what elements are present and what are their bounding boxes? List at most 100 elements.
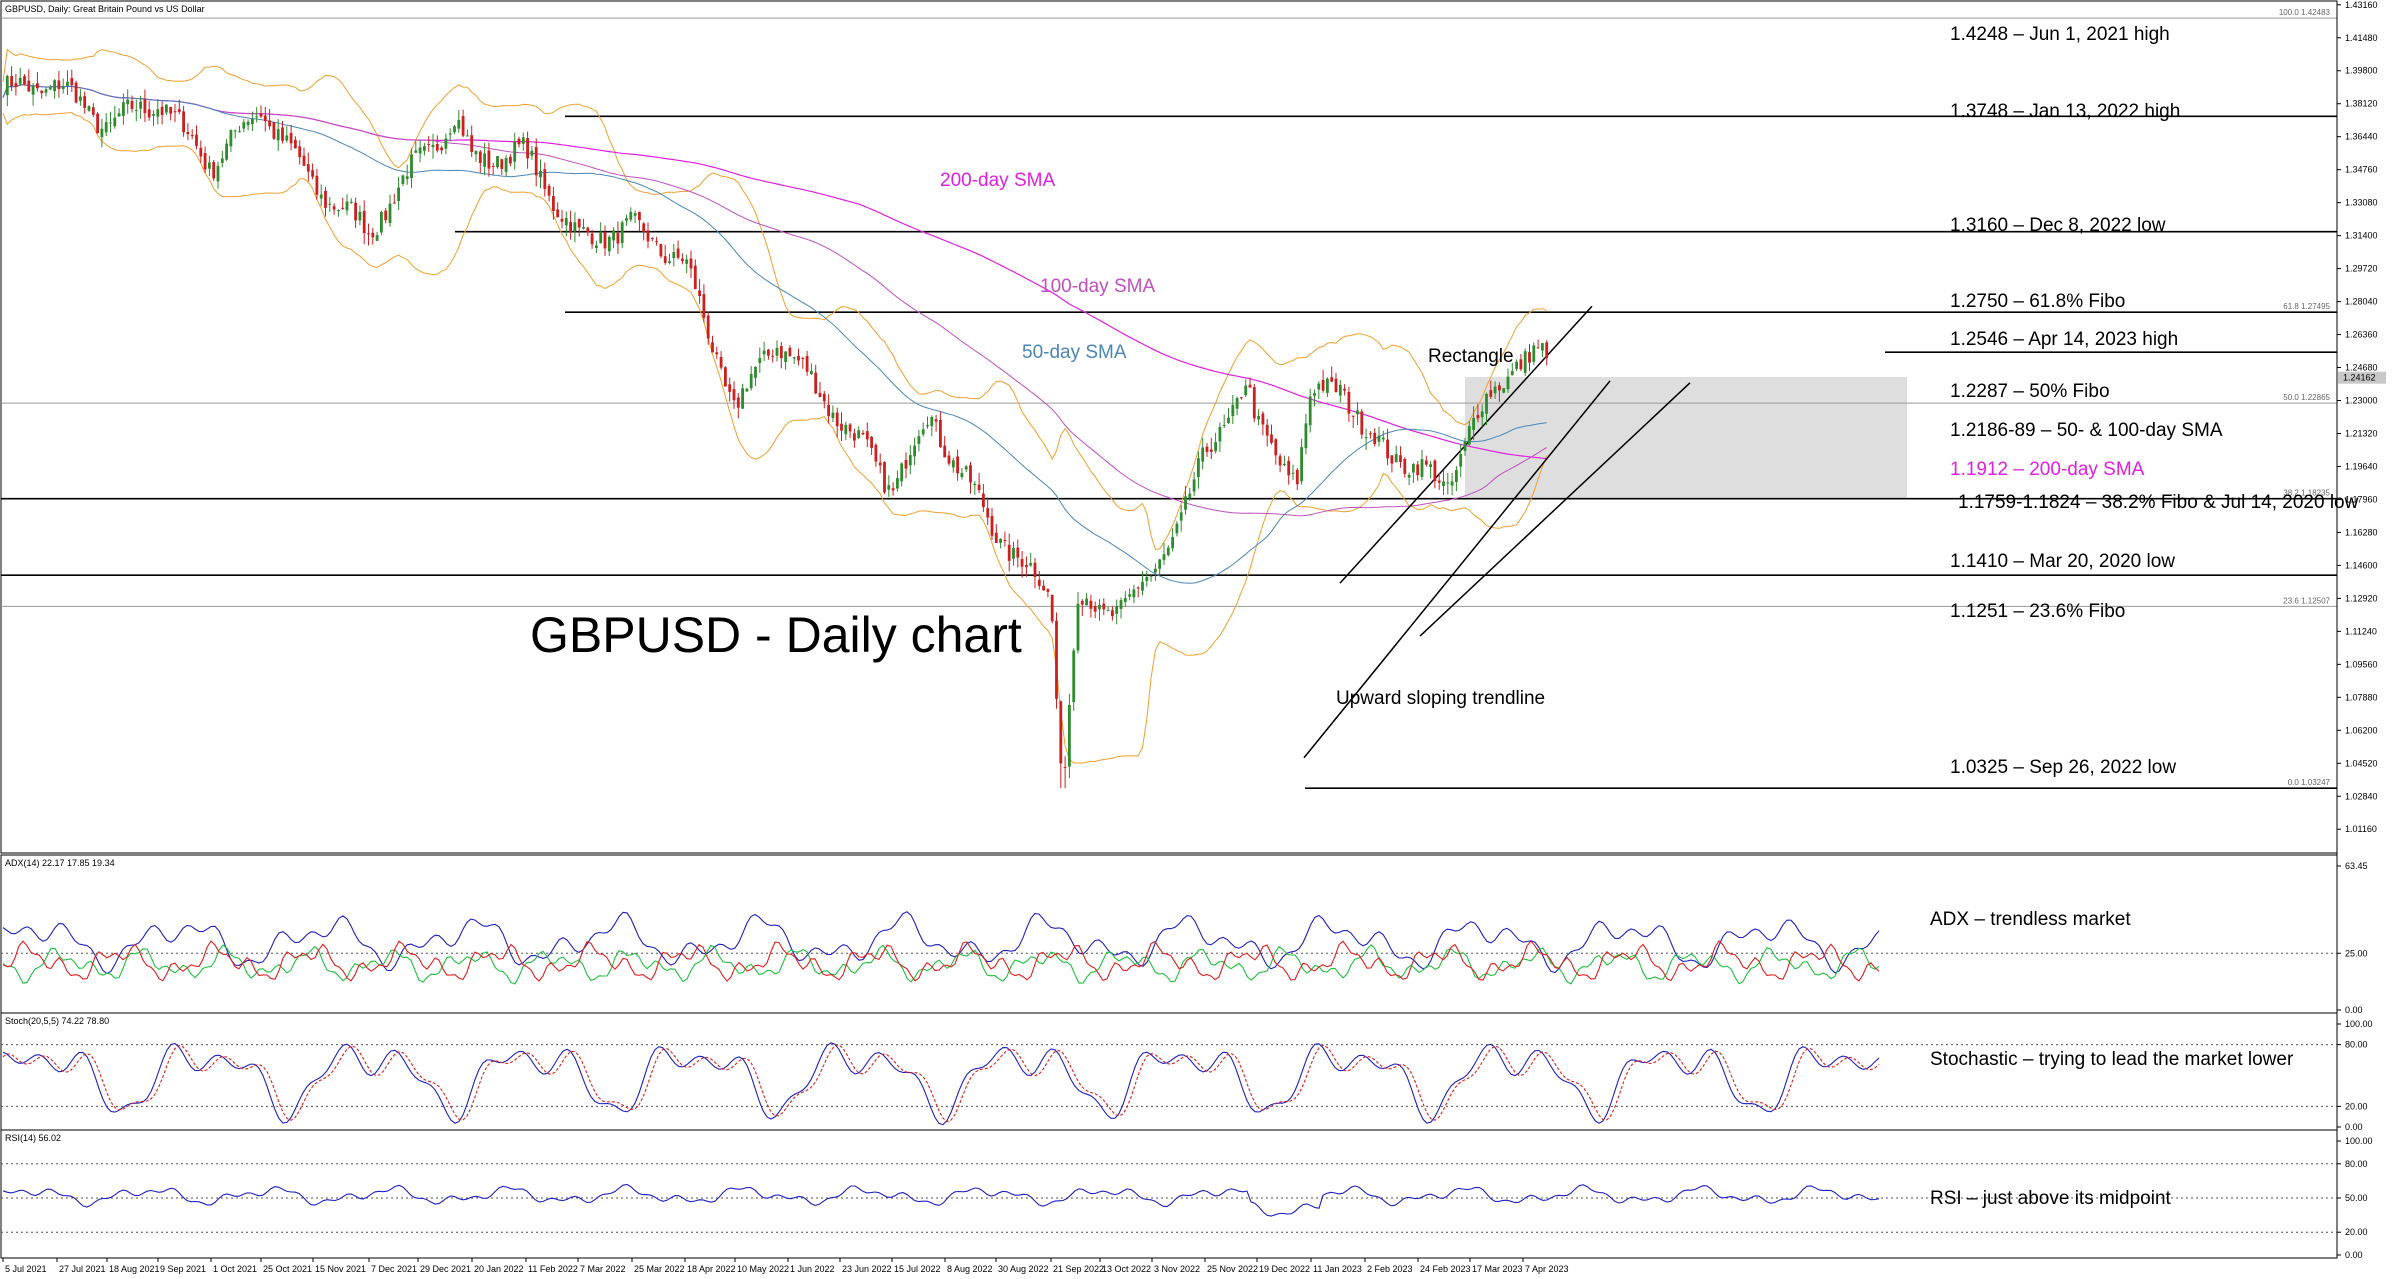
- candle-body: [659, 244, 663, 257]
- candle-body: [14, 83, 18, 87]
- candle-body: [139, 101, 142, 109]
- candle-body: [40, 90, 44, 94]
- candle-body: [1295, 469, 1299, 485]
- date-tick-label: 11 Jan 2023: [1313, 1264, 1362, 1274]
- candle-body: [1166, 547, 1170, 556]
- date-tick-label: 17 Mar 2023: [1472, 1264, 1523, 1274]
- candle-body: [401, 175, 405, 184]
- candle-body: [1085, 598, 1088, 606]
- candle-body: [625, 218, 628, 221]
- candle-body: [1033, 562, 1037, 578]
- candle-body: [444, 138, 448, 149]
- plus-di-line: [2, 943, 1880, 985]
- candle-body: [190, 135, 194, 137]
- panel-header: RSI(14) 56.02: [5, 1133, 61, 1143]
- candle-body: [354, 202, 357, 221]
- candle-body: [423, 146, 426, 151]
- candle-body: [767, 349, 770, 356]
- candle-body: [1136, 587, 1140, 589]
- candle-body: [1171, 537, 1174, 549]
- fibo-label: 50.0 1.22865: [2283, 393, 2330, 402]
- candle-body: [453, 126, 456, 133]
- date-tick-label: 24 Feb 2023: [1420, 1264, 1471, 1274]
- price-tick-label: 1.01160: [2345, 824, 2377, 834]
- candle-body: [814, 372, 818, 394]
- candle-body: [1115, 605, 1119, 614]
- candle-body: [921, 429, 925, 435]
- candle-body: [375, 235, 379, 241]
- candle-body: [117, 113, 121, 117]
- candle-body: [728, 384, 732, 392]
- panel-tick-label: 20.00: [2345, 1101, 2368, 1111]
- candle-body: [534, 147, 538, 176]
- candle-body: [1300, 447, 1303, 482]
- candle-body: [1003, 539, 1007, 541]
- candle-body: [818, 392, 822, 398]
- candle-body: [564, 218, 568, 226]
- date-tick-label: 18 Aug 2021: [109, 1264, 160, 1274]
- candle-body: [1308, 396, 1312, 426]
- main-panel-frame: [0, 0, 2338, 854]
- price-axis-layer: 1.43160 1.41480 1.39800 1.38120 1.36440 1.347…: [2336, 0, 2386, 1258]
- price-tick-label: 1.41480: [2345, 33, 2378, 43]
- candle-body: [281, 127, 284, 141]
- candle-body: [990, 515, 994, 536]
- price-tick-label: 1.26360: [2345, 330, 2378, 340]
- candle-body: [1128, 594, 1131, 597]
- candle-body: [913, 445, 916, 457]
- candle-body: [676, 248, 680, 258]
- candle-body: [1420, 459, 1424, 477]
- adx-panel: ADX(14) 22.17 17.85 19.34 63.45 25.00 0.00 A…: [0, 854, 2368, 1015]
- candle-body: [973, 483, 977, 486]
- candle-body: [1214, 442, 1217, 452]
- candle-body: [362, 210, 366, 234]
- price-tick-label: 1.31400: [2345, 231, 2378, 241]
- price-tick-label: 1.24680: [2345, 363, 2378, 373]
- candle-body: [1050, 594, 1054, 622]
- candle-body: [1093, 605, 1097, 612]
- candle-body: [345, 201, 349, 211]
- candle-body: [1502, 388, 1506, 393]
- candle-body: [130, 100, 134, 109]
- candle-body: [1132, 589, 1136, 598]
- price-tick-label: 1.21320: [2345, 428, 2378, 438]
- candle-body: [337, 210, 340, 212]
- candle-body: [1106, 610, 1110, 612]
- candle-body: [1209, 449, 1213, 452]
- candle-body: [1111, 610, 1114, 617]
- candle-body: [246, 121, 250, 126]
- candle-body: [1154, 568, 1157, 573]
- date-tick-label: 20 Jan 2022: [474, 1264, 524, 1274]
- panel-frame: [0, 1129, 2338, 1259]
- candle-body: [66, 81, 69, 86]
- candle-body: [775, 347, 779, 356]
- date-tick-label: 13 Oct 2022: [1102, 1264, 1151, 1274]
- panel-tick-label: 0.00: [2345, 1250, 2363, 1260]
- candle-body: [1467, 426, 1471, 445]
- candle-body: [792, 357, 796, 359]
- date-tick-label: 5 Jul 2021: [5, 1264, 47, 1274]
- panel-frame: [0, 854, 2338, 1014]
- candle-body: [1390, 455, 1394, 464]
- candle-body: [435, 143, 439, 151]
- candle-body: [173, 111, 177, 113]
- candle-body: [1407, 474, 1411, 478]
- candle-body: [199, 147, 203, 157]
- annotations-layer: 1.4248 – Jun 1, 2021 high 1.3748 – Jan 13…: [940, 24, 2359, 778]
- candle-body: [655, 241, 658, 243]
- candle-body: [220, 158, 224, 163]
- candle-body: [509, 156, 512, 164]
- candle-body: [1403, 458, 1407, 474]
- candle-body: [1123, 597, 1127, 602]
- rsi-line: [2, 1183, 1880, 1217]
- candle-body: [238, 131, 241, 133]
- panel-note: Stochastic – trying to lead the market l…: [1930, 1049, 2294, 1070]
- candle-body: [483, 153, 486, 167]
- candle-body: [960, 472, 964, 477]
- candle-body: [315, 175, 319, 195]
- candle-body: [560, 218, 564, 222]
- candle-body: [917, 436, 921, 444]
- candle-body: [57, 80, 61, 90]
- minus-di-line: [2, 940, 1880, 982]
- candle-body: [1265, 424, 1269, 436]
